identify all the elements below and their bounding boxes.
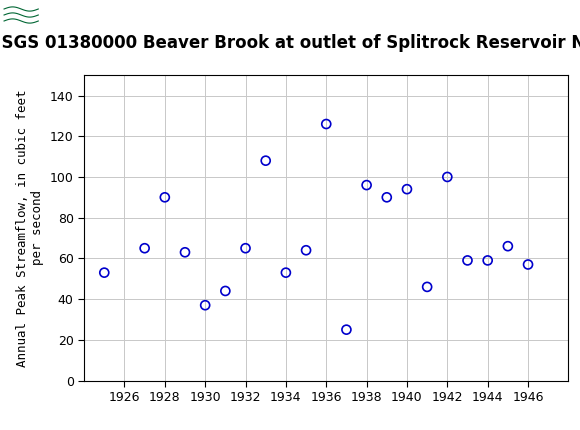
Point xyxy=(443,174,452,181)
Point xyxy=(463,257,472,264)
Point xyxy=(362,181,371,188)
Point xyxy=(342,326,351,333)
Point xyxy=(321,120,331,127)
Point xyxy=(201,302,210,309)
Text: USGS 01380000 Beaver Brook at outlet of Splitrock Reservoir NJ: USGS 01380000 Beaver Brook at outlet of … xyxy=(0,34,580,52)
Y-axis label: Annual Peak Streamflow, in cubic feet
per second: Annual Peak Streamflow, in cubic feet pe… xyxy=(16,89,44,367)
Bar xyxy=(3,2,39,28)
Point xyxy=(160,194,169,201)
Text: USGS: USGS xyxy=(42,6,102,25)
Point xyxy=(403,186,412,193)
Point xyxy=(241,245,250,252)
Point xyxy=(180,249,190,256)
Point xyxy=(100,269,109,276)
Point xyxy=(261,157,270,164)
Point xyxy=(140,245,149,252)
Point xyxy=(483,257,492,264)
Point xyxy=(422,283,432,290)
Point xyxy=(302,247,311,254)
Point xyxy=(382,194,392,201)
Point xyxy=(281,269,291,276)
Point xyxy=(221,288,230,295)
Point xyxy=(503,243,513,249)
Point xyxy=(523,261,532,268)
